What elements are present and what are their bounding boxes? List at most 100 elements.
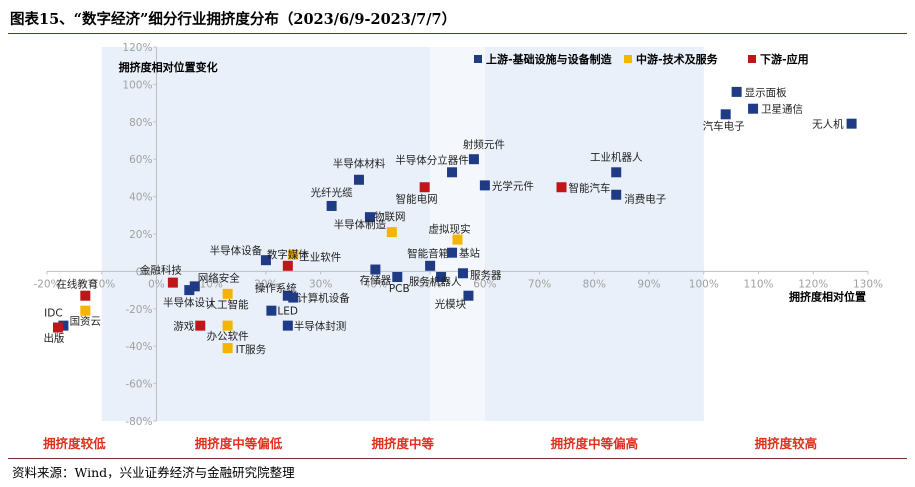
point-label: 国资云: [70, 316, 102, 328]
point-label: IDC: [44, 308, 63, 320]
point-label: 存储器: [360, 274, 392, 287]
point-label: 基站: [459, 247, 480, 260]
point-label: 半导体制造: [334, 218, 387, 231]
point-label: 服务机器人: [409, 275, 462, 288]
data-point: [282, 260, 293, 271]
y-tick-label: -20%: [125, 304, 152, 316]
point-label: 汽车电子: [703, 119, 745, 132]
data-point: [288, 292, 299, 303]
data-point: [80, 305, 91, 316]
x-tick-label: 110%: [744, 278, 774, 290]
data-point: [370, 264, 381, 275]
data-point: [266, 305, 277, 316]
point-label: 显示面板: [745, 86, 787, 99]
data-point: [282, 290, 293, 301]
legend-swatch: [474, 55, 482, 63]
point-label: IT服务: [236, 343, 267, 356]
y-tick-label: 100%: [122, 79, 152, 91]
y-tick-label: -60%: [125, 379, 152, 391]
point-label: 服务器: [470, 268, 502, 281]
data-point: [222, 320, 233, 331]
x-tick-label: 130%: [853, 278, 883, 290]
point-label: 光学元件: [492, 179, 534, 192]
data-point: [556, 182, 567, 193]
data-point: [425, 260, 436, 271]
point-label: 半导体材料: [333, 157, 386, 170]
x-tick-label: 10%: [200, 278, 223, 290]
legend-swatch: [748, 55, 756, 63]
point-label: 数字媒体: [267, 248, 309, 261]
point-label: 计算机设备: [297, 292, 350, 305]
data-point: [52, 322, 63, 333]
source-rule: [8, 458, 907, 459]
point-label: 半导体封测: [294, 320, 347, 333]
data-point: [386, 227, 397, 238]
data-point: [447, 167, 458, 178]
data-point: [184, 285, 195, 296]
data-point: [463, 290, 474, 301]
data-point: [479, 180, 490, 191]
point-label: 出版: [43, 332, 64, 345]
y-tick-label: 20%: [129, 229, 152, 241]
legend-label: 下游-应用: [760, 52, 809, 66]
x-tick-label: 120%: [798, 278, 828, 290]
data-point: [748, 103, 759, 114]
source-note: 资料来源：Wind，兴业证券经济与金融研究院整理: [12, 465, 295, 480]
figure-title: 图表15、“数字经济”细分行业拥挤度分布（2023/6/9-2023/7/7）: [10, 11, 457, 28]
data-point: [447, 247, 458, 258]
legend-label: 上游-基础设施与设备制造: [486, 52, 613, 66]
title-rule: [8, 33, 907, 34]
annotation-label: 拥挤度相对位置变化: [119, 60, 218, 74]
point-label: 办公软件: [207, 330, 249, 343]
data-point: [189, 281, 200, 292]
data-point: [611, 189, 622, 200]
data-point: [288, 249, 299, 260]
point-label: 消费电子: [624, 193, 666, 206]
x-tick-label: -10%: [88, 278, 115, 290]
data-point: [167, 277, 178, 288]
point-label: PCB: [389, 283, 410, 295]
data-point: [222, 343, 233, 354]
point-label: 半导体设备: [210, 244, 263, 257]
point-label: 金融科技: [140, 264, 182, 277]
legend-swatch: [624, 55, 632, 63]
point-label: 工业软件: [299, 251, 341, 264]
x-tick-label: 100%: [689, 278, 719, 290]
x-tick-label: 60%: [473, 278, 496, 290]
legend-label: 中游-技术及服务: [636, 52, 719, 66]
y-tick-label: 40%: [129, 192, 152, 204]
zone-label: 拥挤度中等偏低: [195, 436, 283, 451]
point-label: 智能音箱: [407, 247, 449, 260]
y-tick-label: -40%: [125, 341, 152, 353]
point-label: 射频元件: [463, 138, 505, 151]
zone-label: 拥挤度较低: [43, 436, 106, 451]
point-label: 半导体设计: [163, 296, 216, 309]
y-tick-label: 80%: [129, 117, 152, 129]
x-tick-label: 80%: [583, 278, 606, 290]
data-point: [720, 109, 731, 120]
x-tick-label: 90%: [637, 278, 660, 290]
data-point: [364, 212, 375, 223]
point-label: 半导体分立器件: [395, 153, 469, 166]
data-point: [468, 154, 479, 165]
data-point: [452, 234, 463, 245]
point-label: 卫星通信: [761, 104, 803, 116]
data-point: [58, 320, 69, 331]
data-point: [260, 255, 271, 266]
point-label: 游戏: [173, 320, 194, 333]
zone-label: 拥挤度中等: [372, 436, 435, 451]
point-label: 虚拟现实: [429, 223, 471, 236]
x-tick-label: 20%: [254, 278, 277, 290]
point-label: 光模块: [435, 298, 467, 311]
x-tick-label: 0%: [148, 278, 165, 290]
zone-band-mid-high: [484, 47, 704, 421]
y-tick-label: 0%: [136, 266, 153, 278]
point-label: 物联网: [374, 210, 406, 223]
x-axis-label: 拥挤度相对位置: [789, 289, 866, 303]
point-label: 工业机器人: [590, 150, 643, 163]
zone-band-mid-low: [265, 47, 431, 421]
zone-label: 拥挤度较高: [755, 436, 818, 451]
x-tick-label: 30%: [309, 278, 332, 290]
zone-band-low: [101, 47, 266, 421]
